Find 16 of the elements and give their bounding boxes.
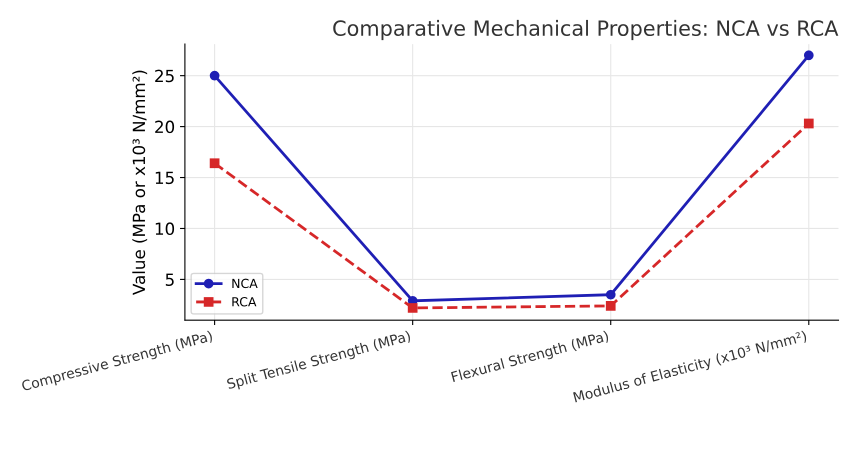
point	[606, 290, 616, 300]
y-tick-label: 15	[156, 172, 174, 184]
legend-label: NCA	[232, 278, 258, 288]
y-tick-label: 5	[166, 274, 174, 286]
point	[804, 50, 814, 60]
point	[804, 118, 814, 128]
point	[210, 70, 220, 81]
y-tick-label: 10	[156, 222, 174, 236]
legend-label: RCA	[232, 297, 256, 306]
chart-title: Comparative Mechanical Properties: NCA vs RCA	[333, 20, 838, 40]
y-tick-label: 20	[155, 120, 174, 134]
y-axis-title: Value (MPa or x10³ N/mm²)	[132, 70, 148, 295]
y-tick-label: 25	[155, 70, 174, 82]
point	[210, 158, 220, 168]
point	[408, 303, 418, 313]
point	[606, 301, 616, 311]
